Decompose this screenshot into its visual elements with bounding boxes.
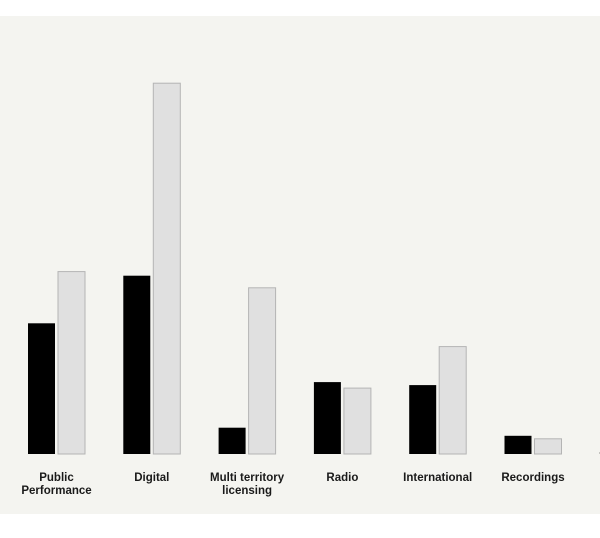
bar-light-1 — [152, 82, 181, 455]
bar-chart — [28, 82, 600, 455]
bar-dark-1 — [123, 275, 151, 454]
category-label-1: Digital — [134, 472, 170, 484]
chart-panel: Public Performance Digital Multi territory… — [0, 16, 600, 514]
category-label-2: Multi territory licensing — [210, 472, 285, 497]
bar-dark-4 — [409, 385, 437, 454]
bar-light-5 — [534, 438, 562, 455]
bars-group — [28, 82, 600, 455]
bar-dark-2 — [218, 427, 246, 454]
category-label-4: International — [403, 472, 473, 484]
category-label-0: Public Performance — [21, 472, 92, 497]
bar-light-2 — [248, 287, 277, 455]
category-label-3: Radio — [326, 472, 359, 484]
bar-light-0 — [57, 271, 86, 455]
bar-dark-5 — [504, 435, 532, 454]
category-label-6: B — [573, 472, 600, 485]
bar-light-3 — [343, 387, 372, 455]
bar-light-4 — [438, 346, 467, 455]
bar-dark-0 — [28, 323, 55, 454]
bar-dark-3 — [313, 382, 341, 454]
category-label-5: Recordings — [501, 472, 565, 484]
